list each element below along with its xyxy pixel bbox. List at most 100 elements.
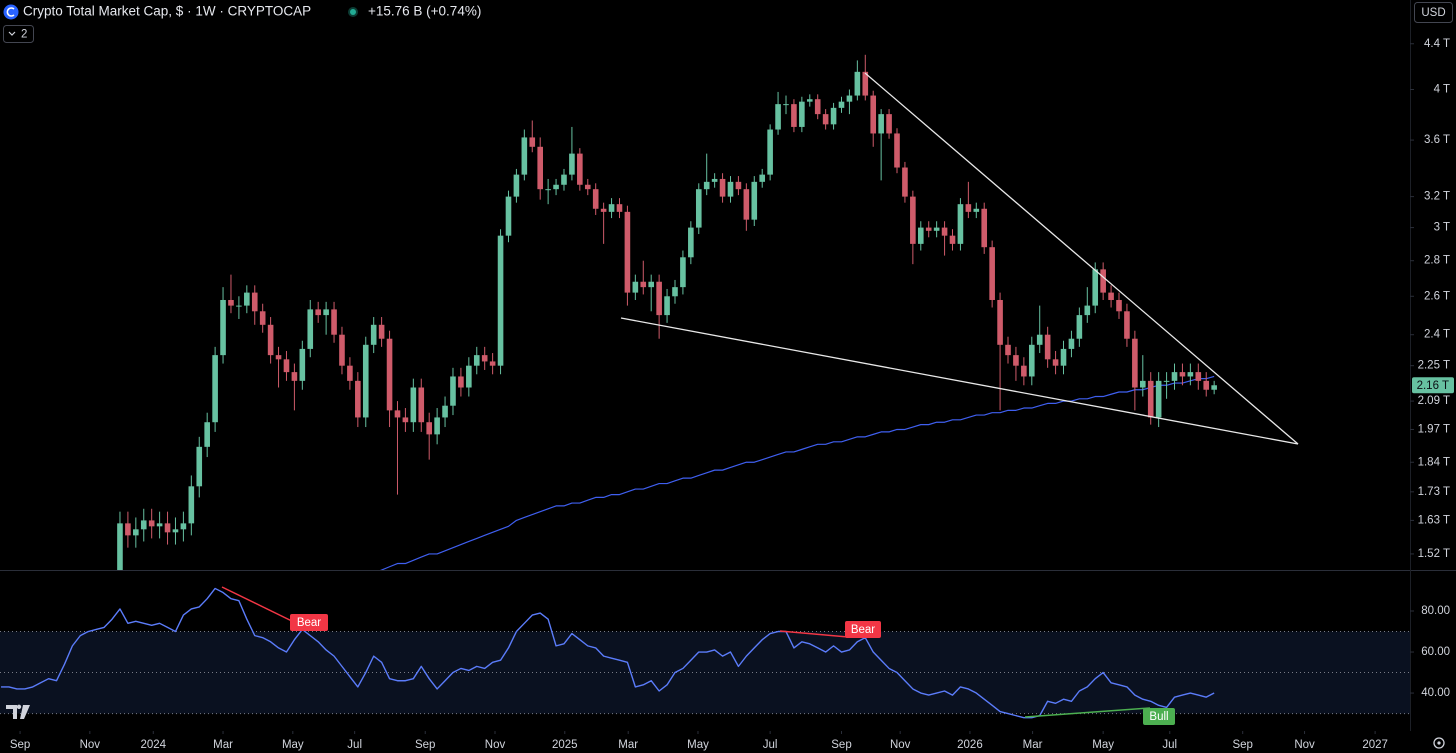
divergence-label: Bear	[851, 624, 875, 636]
currency-button[interactable]	[1414, 2, 1453, 23]
candle-body	[513, 174, 520, 197]
divergence-label-box	[1143, 708, 1175, 725]
candle-body	[362, 344, 369, 418]
candle-body	[719, 178, 726, 197]
candle-body	[592, 189, 599, 209]
y-tick-label: 2.4 T	[1424, 329, 1450, 341]
candle-body	[838, 101, 845, 108]
candle-body	[695, 189, 702, 228]
x-tick-label: Nov	[890, 739, 911, 751]
candle-body	[117, 523, 123, 570]
candle-body	[140, 520, 147, 530]
candle-body	[236, 305, 242, 307]
candle-body	[1068, 338, 1075, 349]
candle-body	[394, 410, 401, 418]
y-tick-label: 3.6 T	[1424, 134, 1450, 146]
candle-body	[933, 227, 940, 231]
last-price-tag	[1412, 377, 1454, 394]
y-tick-label: 1.84 T	[1418, 456, 1450, 468]
candle-body	[1147, 380, 1154, 418]
candle-body	[965, 204, 972, 212]
settings-icon[interactable]	[1433, 737, 1445, 749]
divergence-line	[221, 586, 301, 626]
candle-body	[1171, 372, 1178, 381]
y-tick-label: 4 T	[1434, 84, 1450, 96]
x-tick-label: Nov	[485, 739, 506, 751]
candle-body	[648, 281, 655, 288]
candle-body	[450, 376, 456, 406]
x-tick-label: Jul	[347, 739, 362, 751]
y-tick-label: 2.6 T	[1424, 290, 1450, 302]
candle-body	[307, 309, 314, 349]
candle-body	[402, 417, 409, 423]
candle-body	[481, 355, 488, 362]
candle-body	[148, 520, 155, 527]
candle-body	[775, 104, 781, 130]
status-dot	[350, 9, 356, 15]
candle-body	[656, 281, 662, 316]
candle-body	[220, 299, 226, 356]
candle-body	[1052, 359, 1059, 366]
x-tick-label: Jul	[1162, 739, 1177, 751]
indicator-toggle[interactable]	[3, 25, 34, 43]
moving-average	[380, 375, 1215, 570]
candle-body	[410, 387, 417, 423]
x-tick-label: Mar	[618, 739, 638, 751]
candle-body	[767, 129, 773, 175]
y-tick-label: 3.2 T	[1424, 191, 1450, 203]
y-tick-label: 1.73 T	[1418, 486, 1450, 498]
candle-body	[624, 211, 631, 293]
candle-body	[1036, 334, 1043, 345]
candle-body	[577, 153, 583, 185]
candle-body	[814, 99, 821, 115]
candle-body	[212, 355, 218, 423]
candle-body	[584, 184, 591, 190]
rsi-line	[1, 587, 1215, 719]
x-tick-label: Nov	[80, 739, 101, 751]
x-tick-label: May	[687, 739, 709, 751]
x-tick-label: May	[1092, 739, 1114, 751]
candle-body	[1179, 372, 1186, 377]
candle-body	[1060, 348, 1067, 366]
candle-body	[1187, 372, 1194, 377]
candle-body	[783, 104, 789, 106]
candle-body	[355, 380, 361, 418]
candle-body	[267, 324, 274, 356]
candle-body	[854, 71, 861, 96]
candle-body	[553, 184, 559, 190]
candle-body	[331, 309, 337, 335]
candle-body	[743, 189, 750, 220]
candle-body	[537, 146, 543, 190]
candle-body	[339, 334, 345, 366]
candle-body	[259, 311, 266, 325]
y-tick-label: 1.52 T	[1418, 548, 1450, 560]
candle-body	[1132, 338, 1138, 388]
y-tick-label: 60.00	[1421, 646, 1450, 658]
candle-body	[1116, 299, 1122, 312]
candle-body	[172, 529, 179, 533]
candle-body	[458, 376, 464, 388]
x-tick-label: 2026	[957, 739, 983, 751]
candle-body	[442, 405, 448, 418]
rsi-pane	[0, 631, 1410, 715]
candle-body	[1100, 269, 1106, 293]
candle-body	[1013, 355, 1019, 366]
candle-body	[759, 174, 766, 182]
y-tick-label: 80.00	[1421, 605, 1450, 617]
candle-body	[489, 361, 496, 366]
candle-body	[347, 365, 353, 381]
x-tick-label: May	[282, 739, 304, 751]
brand-logo	[6, 704, 30, 719]
candle-body	[251, 292, 258, 312]
y-tick-label: 1.97 T	[1418, 424, 1450, 436]
candle-body	[1139, 380, 1146, 388]
candle-body	[973, 208, 980, 212]
candle-body	[711, 178, 718, 182]
candle-body	[323, 309, 329, 316]
candle-body	[370, 324, 377, 345]
candle-body	[204, 422, 210, 447]
candle-body	[822, 114, 829, 125]
candle-body	[283, 359, 290, 373]
candle-body	[188, 486, 195, 524]
y-tick-label: 1.63 T	[1418, 514, 1450, 526]
